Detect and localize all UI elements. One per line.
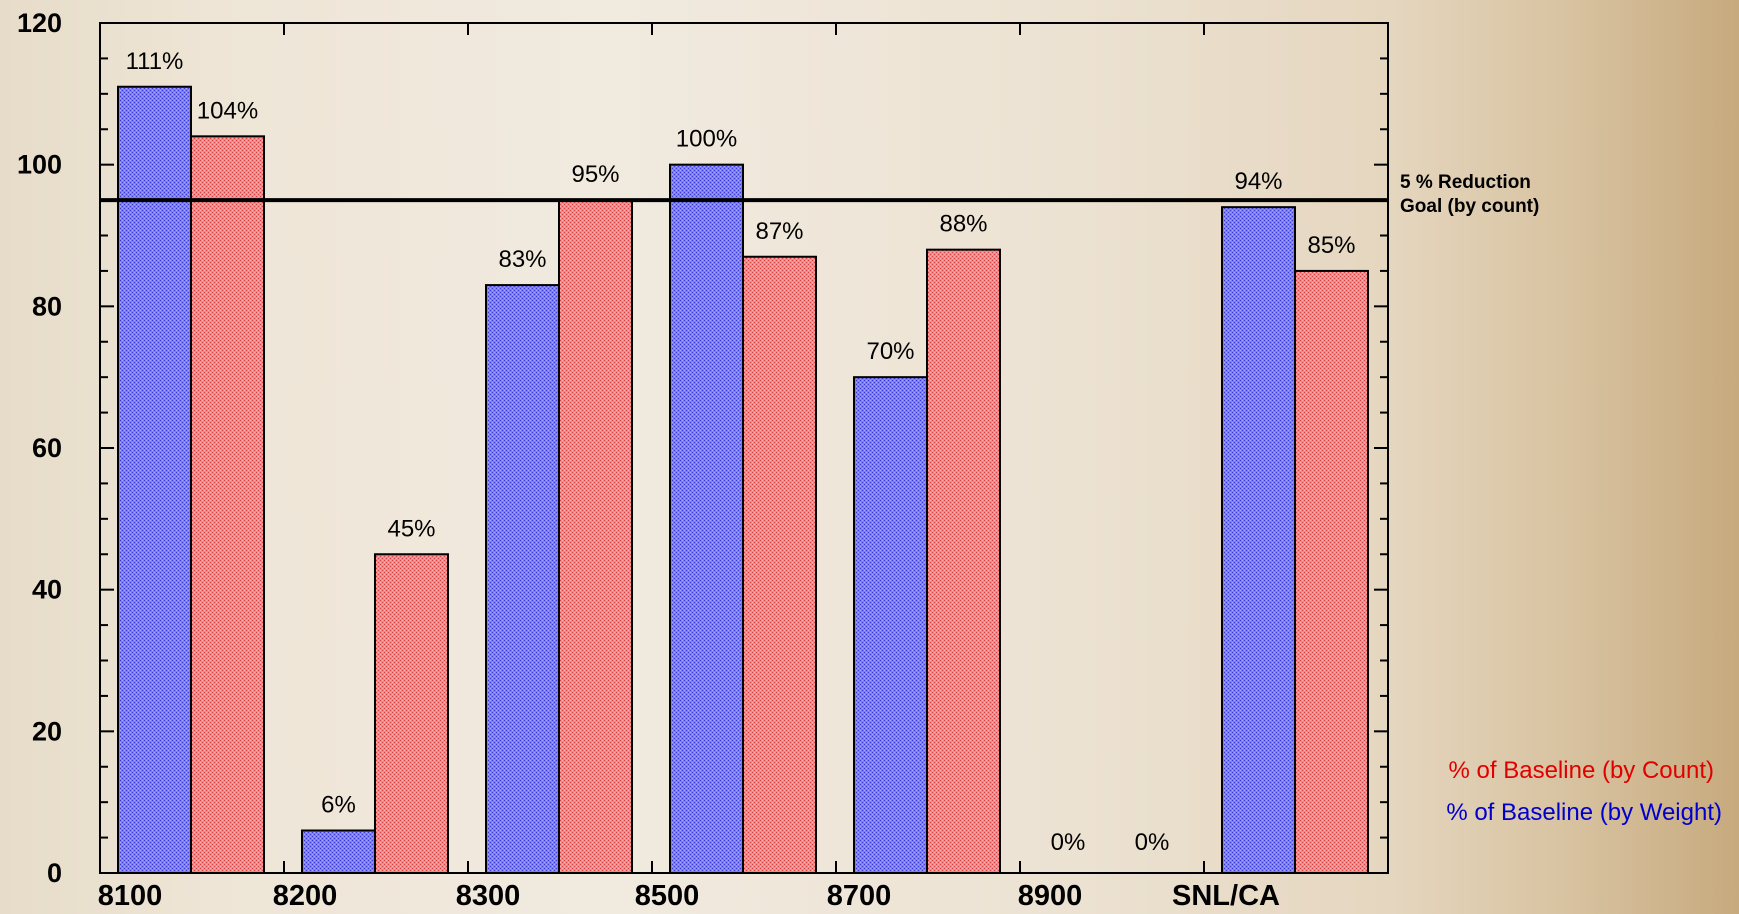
y-tick-label: 120 bbox=[17, 8, 62, 38]
bar-count-3 bbox=[742, 255, 817, 874]
plot-frame bbox=[99, 22, 1389, 874]
bar-weight-2 bbox=[485, 284, 560, 875]
y-tick-label: 80 bbox=[32, 291, 62, 321]
x-tick-labels: 8100 8200 8300 8500 8700 8900 SNL/CA bbox=[98, 880, 1280, 912]
x-category-label: 8100 bbox=[98, 880, 163, 912]
x-category-label: SNL/CA bbox=[1172, 880, 1280, 912]
data-label-weight-3: 100% bbox=[676, 126, 737, 153]
bar-weight-3 bbox=[669, 163, 744, 874]
legend-entry-weight: % of Baseline (by Weight) bbox=[1446, 799, 1722, 826]
data-label-weight-0: 111% bbox=[126, 48, 184, 75]
data-label-count-5: 0% bbox=[1135, 829, 1170, 856]
data-label-weight-1: 6% bbox=[321, 792, 356, 819]
data-label-count-0: 104% bbox=[197, 97, 258, 124]
data-label-weight-6: 94% bbox=[1234, 168, 1282, 195]
x-category-label: 8200 bbox=[273, 880, 338, 912]
data-label-weight-2: 83% bbox=[498, 246, 546, 273]
legend-entry-count: % of Baseline (by Count) bbox=[1449, 757, 1714, 784]
x-category-label: 8700 bbox=[827, 880, 892, 912]
bar-weight-4 bbox=[853, 376, 928, 874]
x-category-label: 8500 bbox=[635, 880, 700, 912]
goal-label-line1: 5 % Reduction bbox=[1400, 172, 1531, 193]
bar-count-6 bbox=[1294, 269, 1369, 874]
bar-count-2 bbox=[558, 199, 633, 875]
bar-count-1 bbox=[374, 553, 449, 874]
y-tick-label: 60 bbox=[32, 433, 62, 463]
bar-weight-0 bbox=[117, 85, 192, 874]
bar-weight-1 bbox=[301, 829, 376, 874]
data-label-count-2: 95% bbox=[571, 161, 619, 188]
bar-weight-6 bbox=[1221, 206, 1296, 874]
data-label-count-4: 88% bbox=[939, 211, 987, 238]
bar-count-0 bbox=[190, 135, 265, 875]
goal-label-line2: Goal (by count) bbox=[1400, 196, 1539, 217]
data-label-count-1: 45% bbox=[387, 515, 435, 542]
bars-layer bbox=[117, 85, 1369, 875]
data-label-count-6: 85% bbox=[1307, 232, 1355, 259]
data-label-weight-4: 70% bbox=[866, 338, 914, 365]
labels-layer: 111% 104% 6% 45% 83% 95% 100% 87% 70% 88% 0% 0% 94% 8… bbox=[126, 48, 1356, 856]
x-category-label: 8900 bbox=[1018, 880, 1083, 912]
data-label-count-3: 87% bbox=[755, 218, 803, 245]
y-tick-label: 40 bbox=[32, 575, 62, 605]
x-category-label: 8300 bbox=[456, 880, 521, 912]
y-tick-label: 0 bbox=[47, 858, 62, 888]
y-tick-label: 20 bbox=[32, 716, 62, 746]
data-label-weight-5: 0% bbox=[1051, 829, 1086, 856]
y-tick-labels: 0 20 40 60 80 100 120 bbox=[17, 8, 62, 888]
y-tick-label: 100 bbox=[17, 150, 62, 180]
bar-count-4 bbox=[926, 248, 1001, 874]
